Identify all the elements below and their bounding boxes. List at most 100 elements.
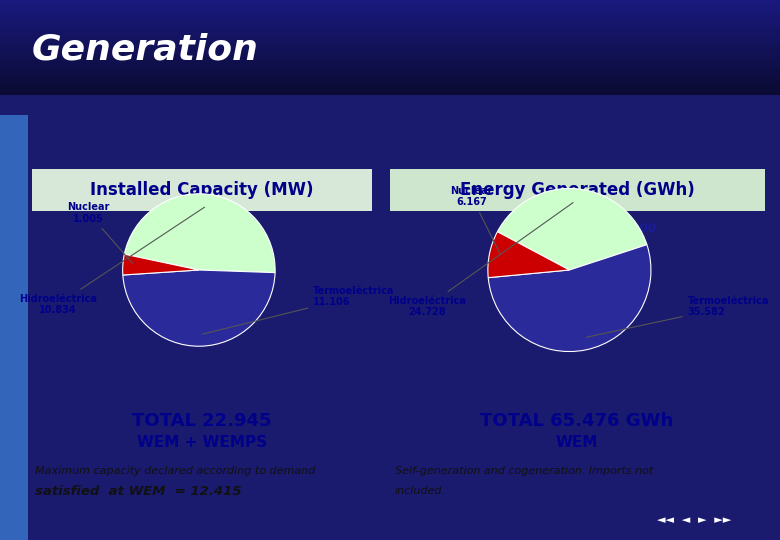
Wedge shape [124,194,275,273]
Bar [0,12,780,13]
Bar [0,15,780,16]
Text: Nuclear
1.005: Nuclear 1.005 [67,202,133,264]
Bar [0,86,780,87]
Bar [0,91,780,92]
Text: TOTAL 65.476 GWh: TOTAL 65.476 GWh [480,411,674,430]
Bar [390,168,765,211]
Bar [0,71,780,72]
Bar [0,55,780,56]
Bar [0,8,780,9]
Bar [0,28,780,29]
Text: Nuclear
6.167: Nuclear 6.167 [450,186,500,254]
Bar [0,51,780,52]
Bar [0,47,780,48]
Bar [0,20,780,21]
Bar [0,93,780,94]
Bar [0,26,780,28]
Text: Termoeléctrica
11.106: Termoeléctrica 11.106 [203,286,395,334]
Text: Termoeléctrica
35.582: Termoeléctrica 35.582 [587,296,769,338]
Bar [0,6,780,8]
Bar [0,4,780,5]
Bar [0,3,780,4]
Bar [0,17,780,18]
Bar [0,81,780,82]
Bar [0,69,780,70]
Bar [0,32,780,33]
Bar [0,88,780,89]
Text: Energy Generated (GWh): Energy Generated (GWh) [459,181,694,199]
Bar [0,73,780,75]
Bar [0,90,780,91]
Bar [0,23,780,24]
Bar [0,76,780,77]
Bar [0,18,780,19]
Bar [0,37,780,38]
Text: satisfied  at WEM  = 12.415: satisfied at WEM = 12.415 [35,485,242,498]
Bar [0,35,780,36]
Bar [0,77,780,78]
Bar [0,29,780,30]
Bar [0,57,780,58]
Bar [0,50,780,51]
Bar [0,24,780,25]
Bar [0,80,780,81]
Bar [0,9,780,10]
Bar [0,16,780,17]
Bar [0,78,780,79]
Wedge shape [498,188,647,270]
Text: Hidroeléctrica
10.834: Hidroeléctrica 10.834 [19,207,204,315]
Bar [0,22,780,23]
Bar [0,30,780,31]
Wedge shape [488,245,651,352]
Bar [0,10,780,11]
Bar [0,67,780,68]
Bar [32,168,372,211]
Bar [0,25,780,26]
Text: January -October 2000: January -October 2000 [498,222,656,235]
Bar [0,82,780,83]
Bar [0,75,780,76]
Text: WEM + WEMPS: WEM + WEMPS [137,435,267,450]
Bar [0,89,780,90]
Bar [0,65,780,66]
Bar [0,14,780,15]
Bar [390,168,765,211]
Bar [0,92,780,93]
Bar [0,115,28,540]
Bar [0,84,780,85]
Text: Generation: Generation [31,32,258,66]
Wedge shape [488,232,569,278]
Bar [0,68,780,69]
Text: Installed Capacity (MW): Installed Capacity (MW) [90,181,314,199]
Bar [0,19,780,20]
Bar [0,64,780,65]
Bar [0,70,780,71]
Text: WEM: WEM [556,435,598,450]
Bar [0,34,780,35]
Bar [0,63,780,64]
Text: Maximum capacity declared according to demand: Maximum capacity declared according to d… [35,466,315,476]
Bar [0,24,780,25]
Bar [0,79,780,80]
Text: Hidroeléctrica
24.728: Hidroeléctrica 24.728 [388,202,573,318]
Bar [0,59,780,60]
Bar [0,1,780,2]
Bar [0,72,780,73]
Bar [0,11,780,12]
Bar [0,2,780,3]
Bar [0,53,780,54]
Bar [0,21,780,22]
Bar [0,13,780,14]
Bar [0,43,780,44]
Bar [0,54,780,55]
Bar [0,9,780,10]
Text: Self-generation and cogeneration. Imports not: Self-generation and cogeneration. Import… [395,466,654,476]
Text: included.: included. [395,487,446,496]
Wedge shape [122,270,275,346]
Wedge shape [122,254,199,275]
Bar [0,0,780,1]
Bar [0,42,780,43]
Bar [0,52,780,53]
Bar [0,60,780,62]
Text: ◄◄  ◄  ►  ►►: ◄◄ ◄ ► ►► [657,515,732,525]
